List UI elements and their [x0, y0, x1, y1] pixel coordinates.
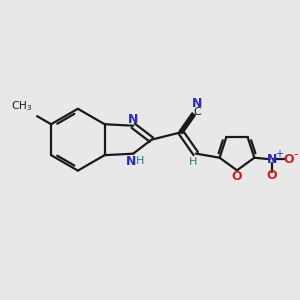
Text: -: - [293, 148, 298, 161]
Text: N: N [192, 97, 202, 110]
Text: C: C [193, 107, 201, 117]
Text: N: N [267, 153, 277, 166]
Text: H: H [189, 157, 198, 167]
Text: N: N [126, 154, 136, 167]
Text: O: O [267, 169, 277, 182]
Text: +: + [275, 149, 283, 159]
Text: N: N [128, 113, 138, 126]
Text: O: O [232, 170, 242, 183]
Text: CH$_3$: CH$_3$ [11, 99, 33, 113]
Text: O: O [284, 153, 294, 166]
Text: H: H [136, 156, 145, 166]
